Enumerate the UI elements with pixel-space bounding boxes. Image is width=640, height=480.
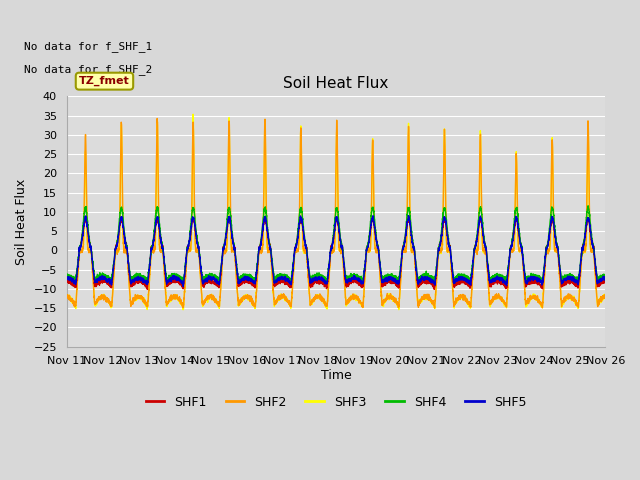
Text: No data for f_SHF_2: No data for f_SHF_2: [24, 64, 152, 75]
Title: Soil Heat Flux: Soil Heat Flux: [284, 76, 388, 91]
Text: TZ_fmet: TZ_fmet: [79, 76, 130, 86]
Y-axis label: Soil Heat Flux: Soil Heat Flux: [15, 179, 28, 264]
X-axis label: Time: Time: [321, 369, 351, 382]
Legend: SHF1, SHF2, SHF3, SHF4, SHF5: SHF1, SHF2, SHF3, SHF4, SHF5: [141, 391, 531, 413]
Text: No data for f_SHF_1: No data for f_SHF_1: [24, 41, 152, 52]
